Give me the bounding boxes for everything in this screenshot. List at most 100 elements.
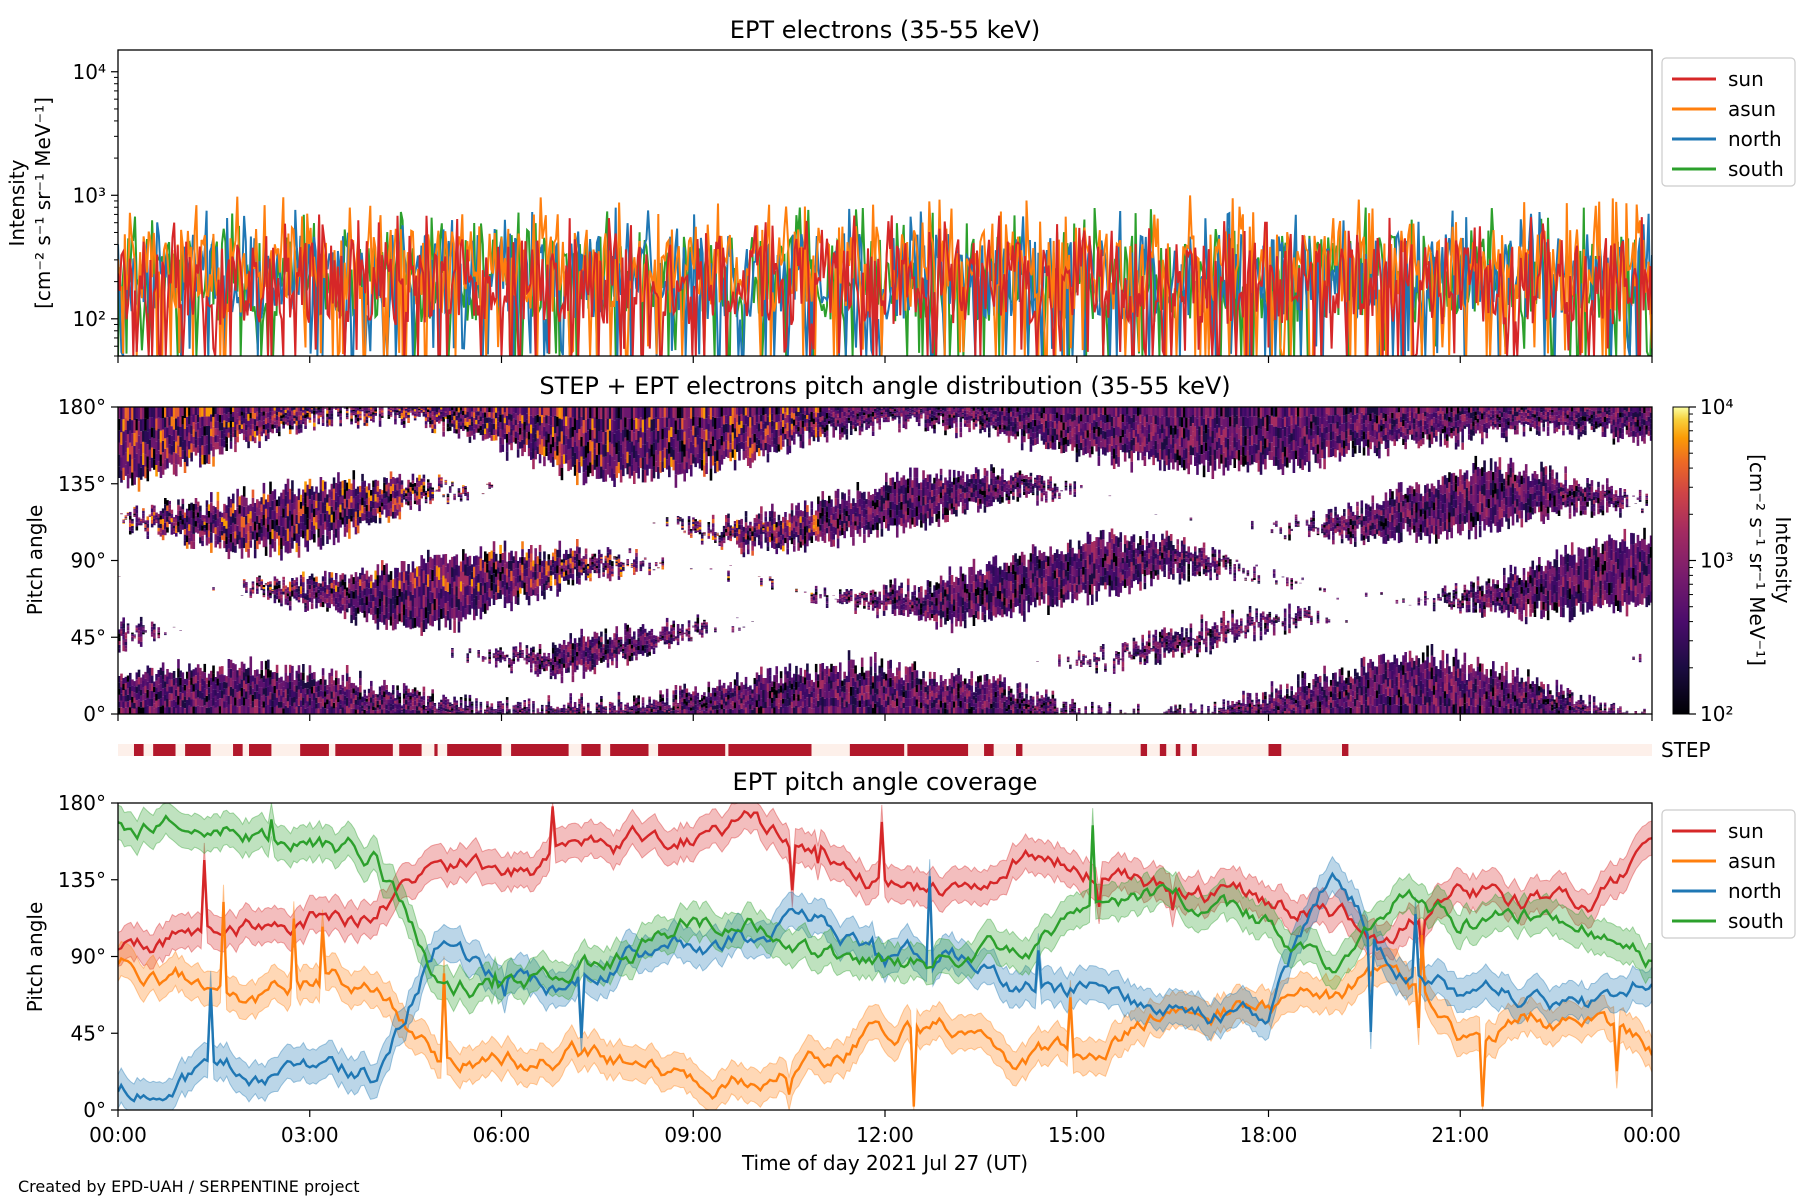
pad-cell [277,683,281,690]
pad-cell [262,420,266,425]
pad-cell [249,694,253,705]
pad-cell [172,699,176,707]
pad-cell [299,407,303,412]
pad-cell [229,525,233,534]
pad-cell [214,428,218,436]
pad-cell [192,669,196,677]
pad-cell [249,525,253,534]
pad-cell [271,679,274,687]
pad-cell [280,538,283,550]
pad-cell [150,508,154,513]
pad-cell [126,513,130,515]
pad-cell [475,706,478,709]
pad-cell [299,590,303,594]
pad-cell [166,684,169,692]
pad-cell [142,631,145,633]
pad-cell [584,553,588,560]
pad-cell [118,407,121,419]
pad-cell [256,577,259,580]
pad-cell [135,505,139,510]
pad-cell [168,508,171,513]
pad-cell [192,699,196,707]
pad-cell [260,696,264,706]
pad-cell [380,412,384,415]
pad-cell [440,484,443,486]
pad-cell [306,409,310,411]
pad-cell [234,510,237,518]
pad-cell [306,540,310,552]
pad-cell [172,519,176,523]
pad-cell [536,586,540,594]
pad-cell [155,430,158,442]
pad-cell [297,411,301,416]
pad-cell [521,549,524,557]
pad-cell [137,677,141,685]
pad-cell [183,684,187,691]
pad-cell [330,410,334,414]
pad-cell [451,482,454,484]
pad-cell [407,420,410,423]
pad-cell [249,407,253,413]
pad-cell [170,513,174,519]
pad-cell [508,712,511,714]
pad-cell [231,432,235,438]
pad-cell [273,672,277,679]
pad-cell [126,512,130,514]
pad-cell [168,679,171,687]
pad-cell [201,445,204,455]
pad-cell [242,506,246,518]
pad-cell [249,588,253,590]
pad-cell [532,705,535,708]
pad-cell [164,438,167,449]
pad-cell [437,617,441,631]
pad-cell [137,633,141,638]
pad-cell [128,519,132,524]
pad-cell [313,577,316,581]
pad-cell [260,583,264,585]
pad-cell [313,581,316,585]
pad-cell [277,689,281,696]
pad-cell [253,425,257,432]
pad-cell [313,525,316,535]
pad-cell [190,677,193,685]
pad-cell [135,679,139,687]
pad-cell [313,534,316,543]
pad-cell [549,585,553,591]
pad-cell [313,686,316,694]
pad-cell [501,707,505,709]
pad-cell [192,511,196,519]
pad-cell [139,701,143,708]
pad-cell [247,698,250,707]
pad-cell [269,519,272,532]
pad-cell [126,514,130,515]
pad-cell [166,417,169,428]
pad-cell [253,692,257,700]
pad-cell [126,447,130,462]
pad-cell [139,443,143,456]
pad-cell [137,517,141,519]
pad-cell [284,585,288,589]
pad-cell [431,491,434,495]
pad-cell [192,414,196,422]
pad-cell [139,523,143,525]
pad-cell [378,420,382,424]
pad-cell [155,521,158,524]
pad-cell [569,696,573,701]
pad-cell [245,533,248,543]
pad-cell [457,621,461,633]
pad-cell [245,418,248,425]
pad-cell [153,505,156,509]
pad-cell [267,433,270,439]
pad-cell [288,673,292,682]
pad-cell [190,425,193,435]
pad-cell [181,700,185,708]
pad-cell [297,500,301,512]
pad-cell [139,695,143,702]
pad-cell [275,578,279,583]
pad-cell [284,598,288,602]
pad-cell [229,420,233,428]
pad-cell [245,587,248,590]
pad-cell [264,508,268,519]
intensity-panel-data [118,195,1652,356]
pad-cell [223,688,226,695]
